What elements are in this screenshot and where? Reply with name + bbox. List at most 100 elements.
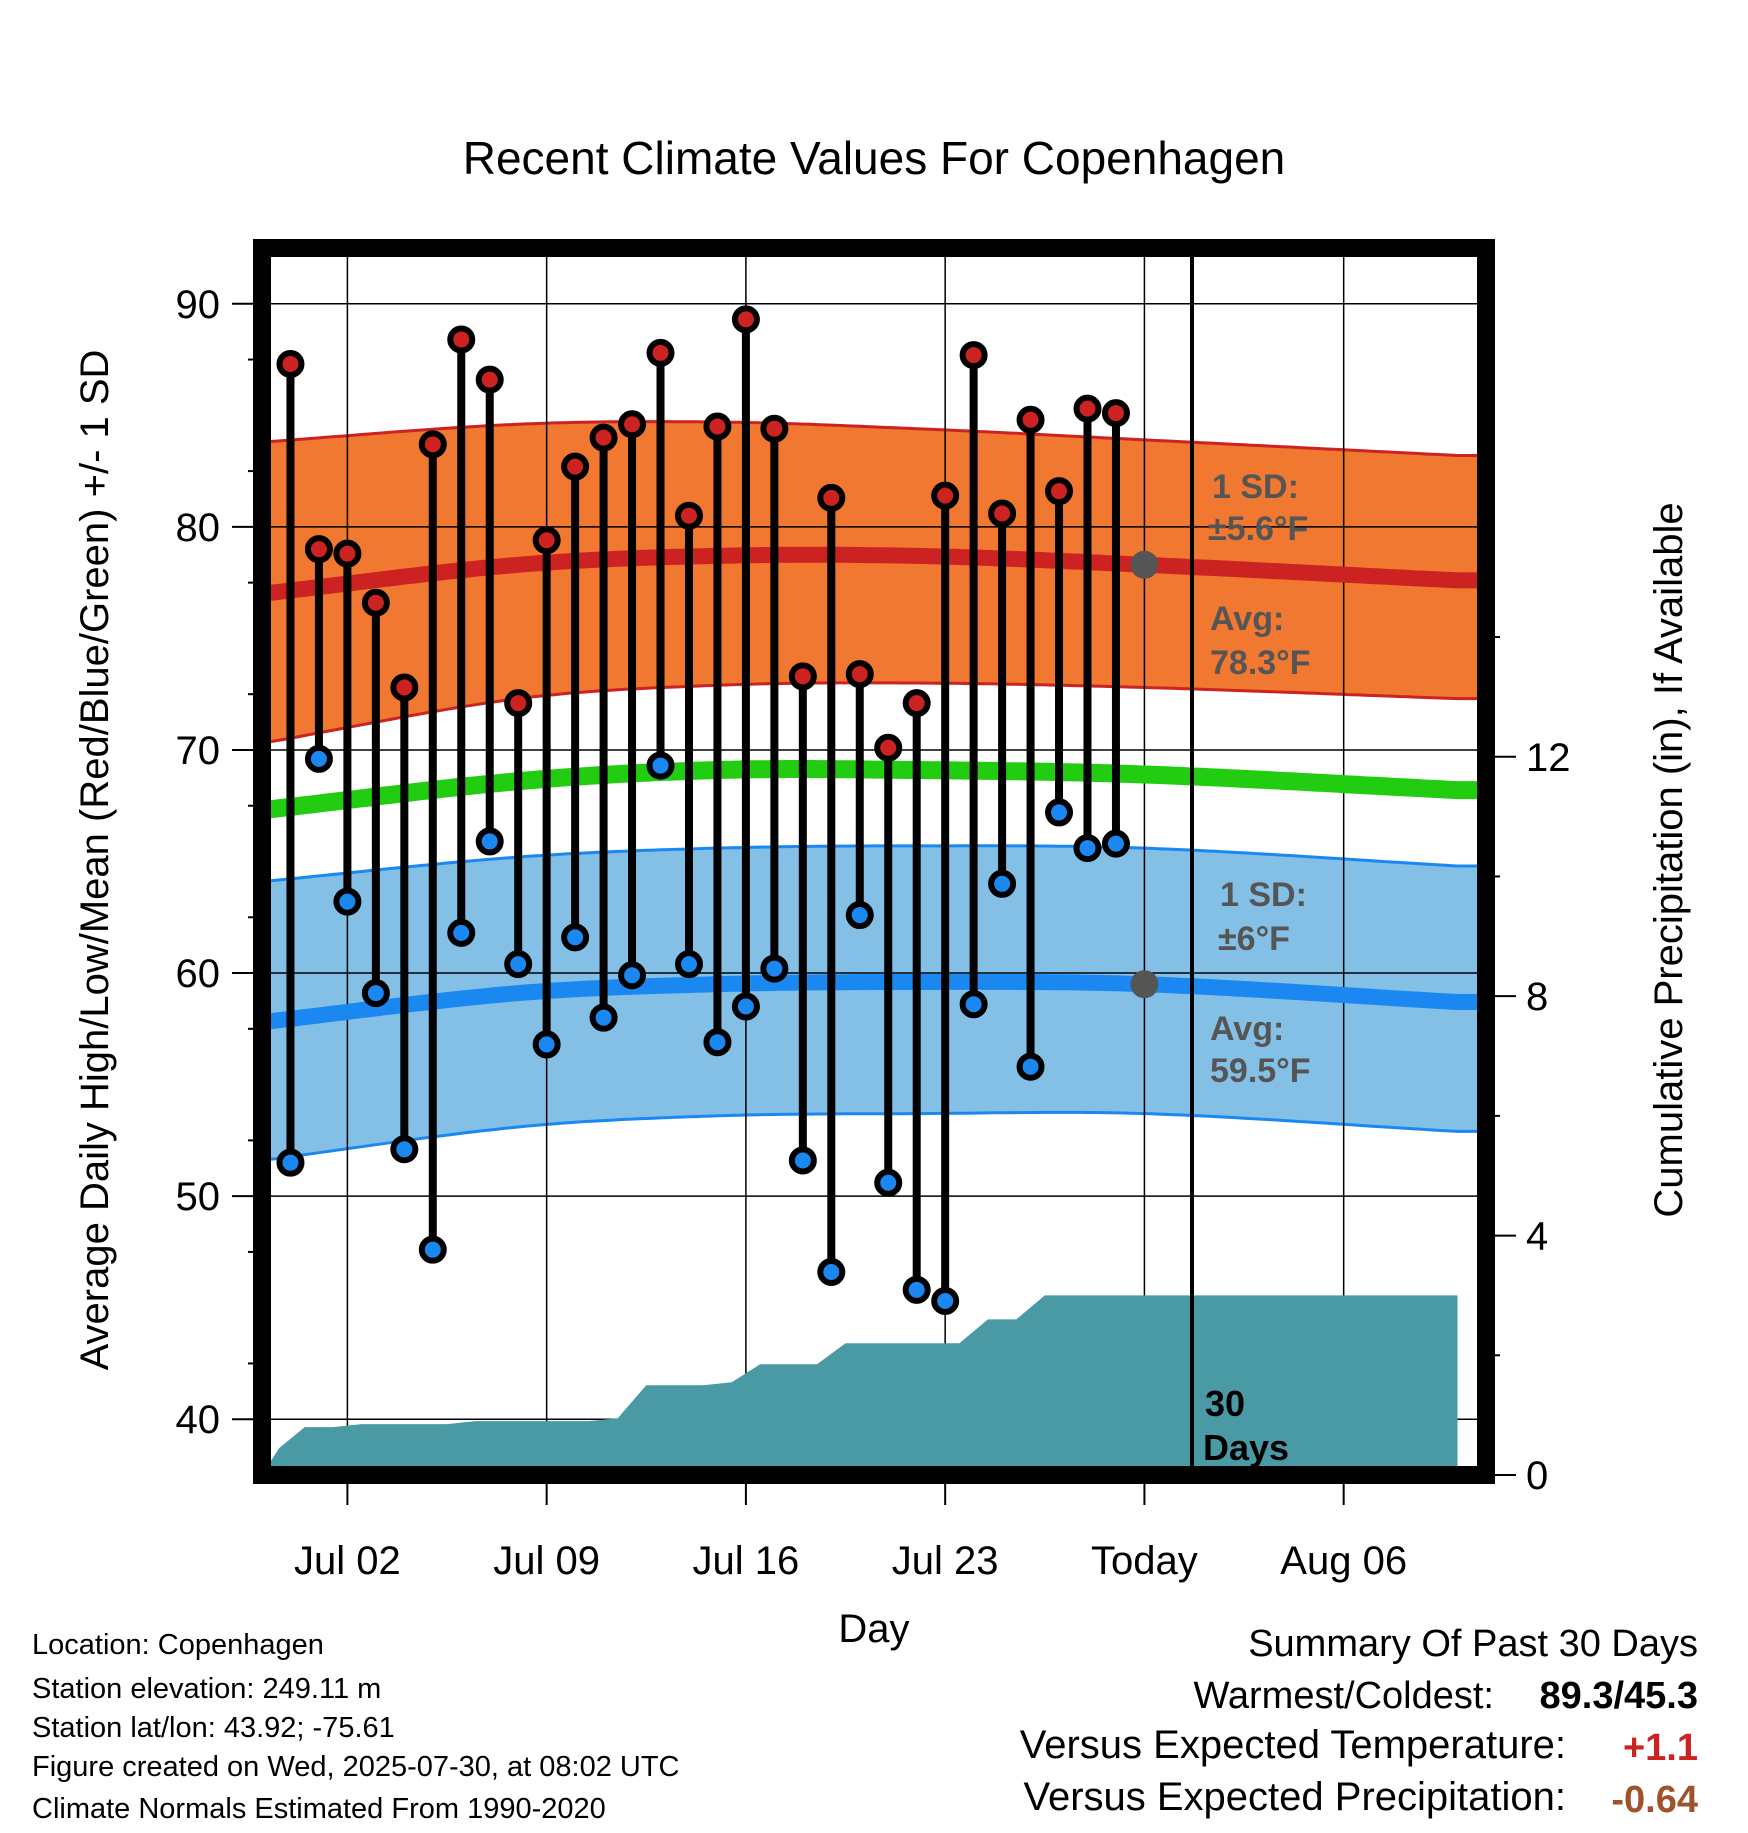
y-right-tick-label: 4 (1526, 1215, 1548, 1259)
low-point (504, 950, 533, 979)
high-point (874, 733, 903, 762)
low-point (1016, 1052, 1045, 1081)
high-point (674, 501, 703, 530)
y-tick-label: 80 (176, 506, 221, 550)
low-point (589, 1003, 618, 1032)
high-point (561, 452, 590, 481)
high-point (361, 588, 390, 617)
high-point (618, 410, 647, 439)
high-point (304, 535, 333, 564)
low-point (931, 1286, 960, 1315)
low-avg-label: Avg: (1210, 1010, 1284, 1048)
left-axis-ticks: 40 50 60 70 80 90 (176, 283, 262, 1442)
normal-high-band (262, 421, 1486, 744)
low-point (1101, 829, 1130, 858)
x-axis-label: Day (838, 1607, 909, 1651)
low-avg-value: 59.5°F (1210, 1052, 1311, 1090)
high-point (931, 481, 960, 510)
low-point (760, 954, 789, 983)
y-tick-label: 60 (176, 952, 221, 996)
y-right-tick-label: 0 (1526, 1454, 1548, 1498)
high-point (731, 305, 760, 334)
y-axis-label-left: Average Daily High/Low/Mean (Red/Blue/Gr… (73, 350, 117, 1371)
x-tick-label: Jul 23 (892, 1539, 999, 1583)
low-point (390, 1135, 419, 1164)
summary-temp-label: Versus Expected Temperature: (1020, 1723, 1566, 1767)
high-point (504, 689, 533, 718)
summary-temp-value: +1.1 (1623, 1727, 1698, 1769)
normal-average-lines (262, 546, 1486, 1031)
high-point (532, 526, 561, 555)
info-created: Figure created on Wed, 2025-07-30, at 08… (32, 1751, 680, 1783)
low-point (418, 1235, 447, 1264)
normal-low-band-upper-edge (262, 844, 1486, 884)
info-location: Location: Copenhagen (32, 1629, 324, 1661)
days-label-word: Days (1203, 1427, 1289, 1468)
y-tick-label: 50 (176, 1175, 221, 1219)
normal-low-band (262, 845, 1486, 1161)
normal-high-band-lower-edge (262, 681, 1486, 745)
high-point (959, 341, 988, 370)
low-sd-value: ±6°F (1218, 920, 1290, 958)
normal-high-line (262, 546, 1486, 602)
precip-area-fill (262, 1295, 1458, 1475)
high-point (1101, 399, 1130, 428)
low-point (1073, 834, 1102, 863)
summary-precip-label: Versus Expected Precipitation: (1023, 1775, 1566, 1819)
low-sd-label: 1 SD: (1220, 876, 1307, 914)
normal-high-band-upper-edge (262, 420, 1486, 457)
x-tick-label: Jul 09 (493, 1539, 600, 1583)
summary-panel: Summary Of Past 30 Days Warmest/Coldest:… (1020, 1623, 1698, 1821)
high-point (589, 423, 618, 452)
summary-title: Summary Of Past 30 Days (1248, 1623, 1698, 1665)
x-axis-ticks: Jul 02 Jul 09 Jul 16 Jul 23 Today Aug 06 (294, 1475, 1407, 1583)
normal-mean-line (262, 760, 1486, 820)
high-point (703, 412, 732, 441)
high-point (646, 338, 675, 367)
y-axis-label-right: Cumulative Precipitation (in), If Availa… (1647, 502, 1691, 1217)
high-avg-value: 78.3°F (1210, 644, 1311, 682)
low-point (447, 918, 476, 947)
high-point (760, 414, 789, 443)
annotations: 1 SD: ±5.6°F Avg: 78.3°F 1 SD: ±6°F Avg:… (1203, 468, 1311, 1468)
plot-frame (253, 239, 1495, 1484)
plot-area (262, 248, 1486, 1475)
low-point (874, 1168, 903, 1197)
high-point (390, 673, 419, 702)
x-tick-label: Today (1091, 1539, 1198, 1583)
low-point (646, 751, 675, 780)
normal-low-band-lower-edge (262, 1110, 1486, 1162)
normal-low-line (262, 973, 1486, 1031)
y-right-tick-label: 8 (1526, 975, 1548, 1019)
high-point (1073, 394, 1102, 423)
y-tick-label: 40 (176, 1398, 221, 1442)
low-point (817, 1257, 846, 1286)
high-sd-label: 1 SD: (1212, 468, 1299, 506)
y-tick-label: 70 (176, 729, 221, 773)
y-right-tick-label: 12 (1526, 736, 1571, 780)
days-label-number: 30 (1205, 1383, 1245, 1424)
high-point (817, 483, 846, 512)
low-point (731, 992, 760, 1021)
low-point (845, 901, 874, 930)
low-point (703, 1028, 732, 1057)
high-point (418, 430, 447, 459)
high-avg-label: Avg: (1210, 600, 1284, 638)
low-point (959, 990, 988, 1019)
normal-bands (262, 420, 1486, 1162)
low-point (988, 869, 1017, 898)
high-point (333, 539, 362, 568)
low-point (788, 1146, 817, 1175)
info-normals: Climate Normals Estimated From 1990-2020 (32, 1793, 606, 1825)
station-info: Location: Copenhagen Station elevation: … (32, 1629, 680, 1825)
today-high-avg-marker (1130, 550, 1159, 579)
high-point (788, 662, 817, 691)
high-point (1016, 405, 1045, 434)
x-tick-label: Jul 16 (693, 1539, 800, 1583)
low-point (276, 1148, 305, 1177)
high-sd-value: ±5.6°F (1208, 510, 1308, 548)
chart-title: Recent Climate Values For Copenhagen (463, 132, 1286, 184)
x-tick-label: Jul 02 (294, 1539, 401, 1583)
summary-warmest-value: 89.3/45.3 (1540, 1675, 1698, 1717)
